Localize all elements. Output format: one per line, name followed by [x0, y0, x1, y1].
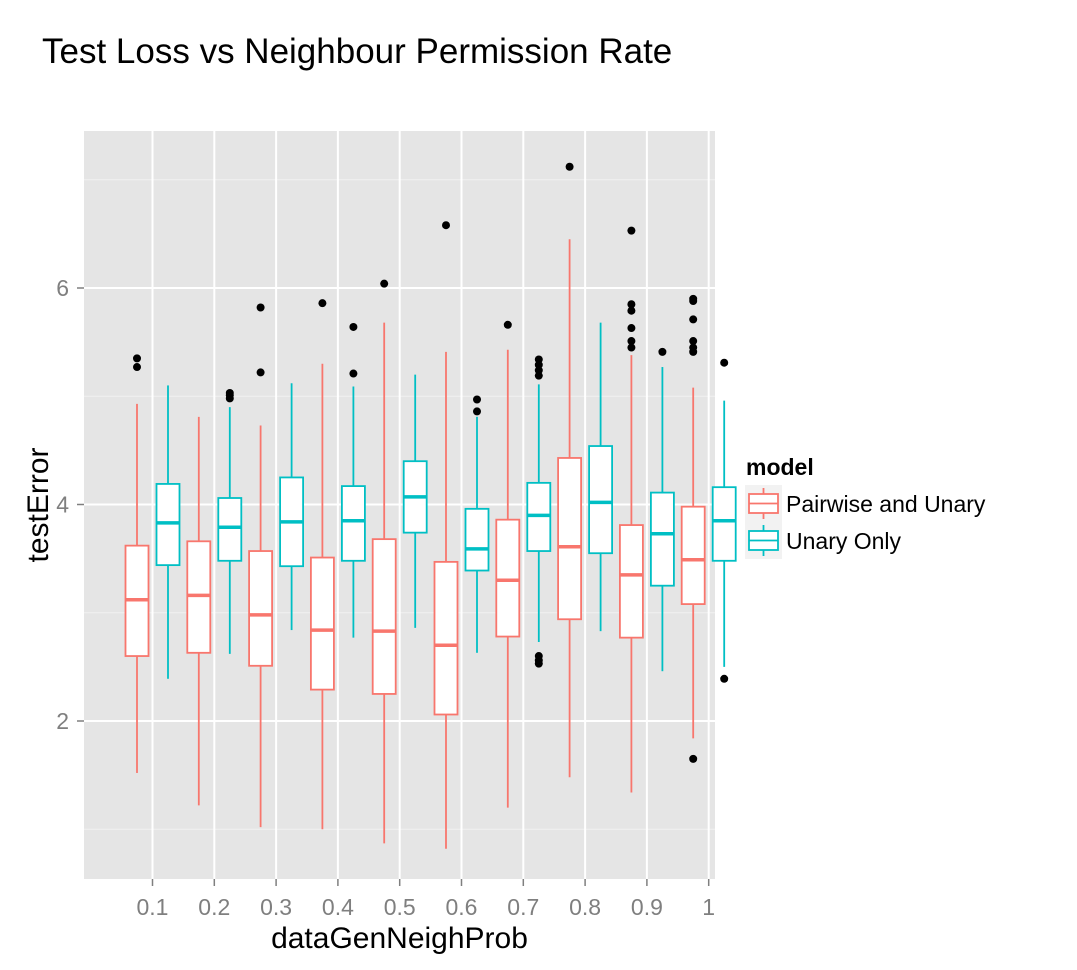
outlier-point [627, 226, 636, 235]
x-tick-label: 1 [702, 894, 715, 920]
outlier-point [689, 337, 698, 346]
legend-label: Pairwise and Unary [786, 491, 986, 517]
box-body [680, 505, 706, 605]
legend: model Pairwise and Unary Unary Only [745, 454, 986, 559]
box-body [711, 486, 737, 562]
box-body [495, 518, 521, 638]
outlier-point [380, 279, 389, 288]
box-unary [711, 358, 737, 683]
outlier-point [442, 221, 450, 230]
box-body [619, 524, 644, 639]
x-tick-label: 0.4 [322, 894, 354, 920]
y-tick-label: 6 [56, 275, 69, 301]
x-tick-label: 0.5 [384, 894, 416, 920]
y-tick-label: 2 [56, 708, 69, 734]
x-tick-label: 0.8 [569, 894, 601, 920]
chart-title: Test Loss vs Neighbour Permission Rate [42, 32, 673, 71]
outlier-point [534, 355, 543, 364]
outlier-point [627, 337, 636, 346]
outlier-point [565, 162, 574, 171]
legend-key-pairwise [745, 485, 782, 522]
box-body [340, 485, 366, 562]
outlier-point [256, 368, 265, 377]
outlier-point [627, 306, 636, 315]
box-pairwise [495, 320, 521, 808]
outlier-point [627, 324, 636, 333]
x-axis-label: dataGenNeighProb [271, 922, 528, 955]
x-tick-label: 0.3 [260, 894, 292, 920]
outlier-point [349, 369, 358, 378]
outlier-point [720, 358, 729, 367]
x-tick-label: 0.2 [198, 894, 230, 920]
x-axis: 0.1 0.2 0.3 0.4 0.5 0.6 0.7 0.8 0.9 1 [137, 879, 715, 920]
outlier-point [256, 303, 265, 312]
box-body [371, 538, 397, 695]
box-pairwise [619, 226, 644, 793]
major-gridlines [84, 131, 715, 879]
box-body [309, 556, 335, 691]
box-body [557, 457, 582, 621]
legend-label: Unary Only [786, 528, 902, 554]
outlier-point [318, 299, 327, 308]
y-axis-label: testError [22, 447, 55, 562]
x-tick-label: 0.1 [137, 894, 169, 920]
box-pairwise [557, 162, 582, 778]
outlier-point [473, 395, 481, 404]
box-unary [217, 389, 243, 654]
outlier-point [133, 354, 141, 363]
outlier-point [133, 363, 141, 372]
box-body [217, 497, 243, 562]
box-unary [340, 322, 366, 638]
box-unary [402, 374, 428, 628]
x-tick-label: 0.6 [446, 894, 478, 920]
outlier-point [473, 407, 481, 416]
box-pairwise [680, 294, 706, 763]
box-pairwise [248, 303, 274, 828]
outlier-point [689, 294, 698, 303]
x-tick-label: 0.9 [631, 894, 663, 920]
box-unary [279, 383, 305, 631]
legend-title: model [746, 454, 814, 480]
box-unary [588, 322, 613, 632]
outlier-point [689, 315, 698, 324]
x-tick-label: 0.7 [507, 894, 539, 920]
box-pairwise [309, 299, 335, 830]
outlier-point [720, 674, 729, 683]
box-body [588, 445, 613, 555]
legend-key-unary [745, 522, 782, 559]
box-unary [155, 385, 181, 679]
box-unary [526, 355, 552, 668]
box-pairwise [433, 221, 459, 849]
outlier-point [349, 322, 358, 331]
outlier-point [689, 754, 698, 763]
box-pairwise [124, 354, 150, 773]
outlier-point [627, 343, 636, 352]
outlier-point [225, 389, 234, 398]
box-body [433, 560, 459, 716]
y-axis: 2 4 6 [56, 275, 84, 734]
outlier-point [503, 320, 512, 329]
box-body [650, 491, 675, 587]
box-body [464, 507, 490, 572]
box-pairwise [186, 416, 212, 806]
outlier-point [689, 343, 698, 352]
box-pairwise [371, 279, 397, 844]
outlier-point [627, 300, 636, 309]
box-unary [464, 395, 490, 653]
box-series [124, 162, 737, 849]
box-unary [650, 347, 675, 672]
y-tick-label: 4 [56, 492, 69, 518]
outlier-point [658, 347, 667, 356]
outlier-point [534, 652, 543, 661]
box-body [248, 550, 274, 667]
